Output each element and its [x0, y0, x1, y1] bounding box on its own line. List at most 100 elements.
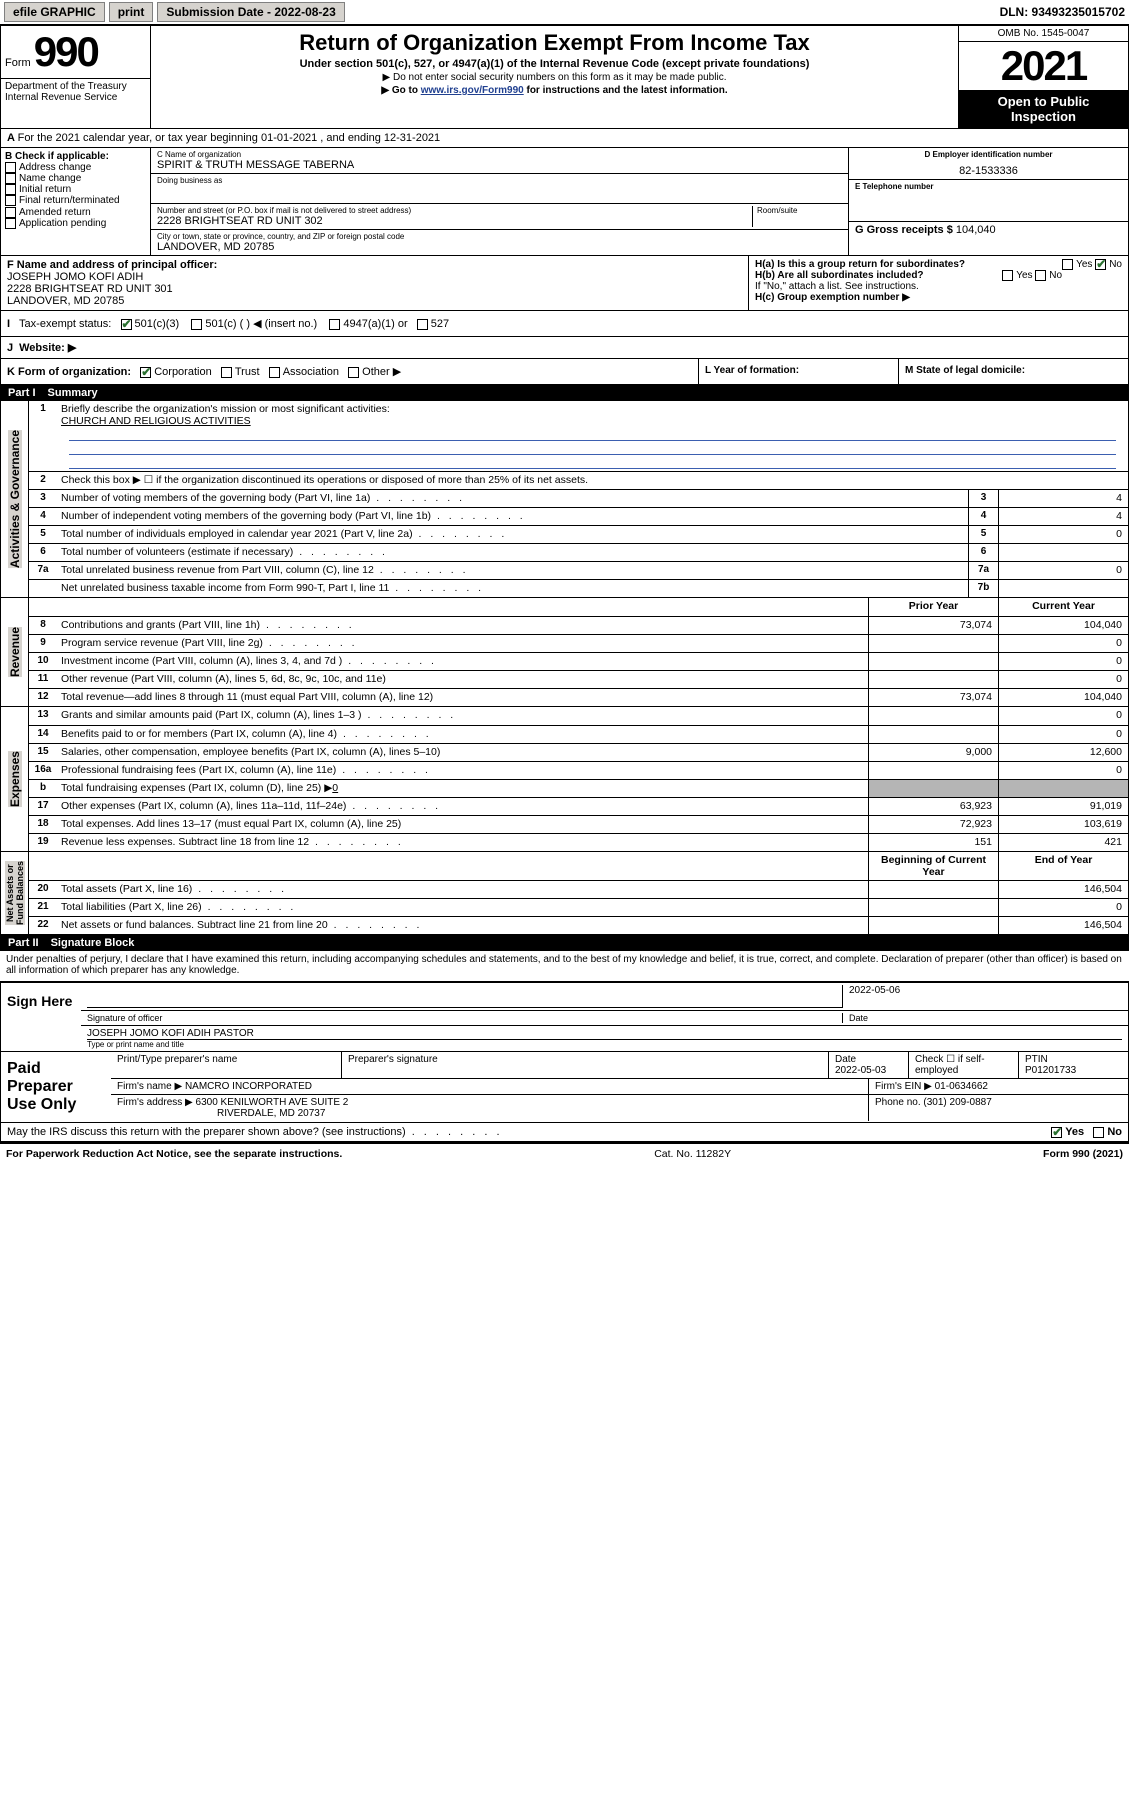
- i-501c[interactable]: [191, 319, 202, 330]
- print-button[interactable]: print: [109, 2, 154, 22]
- hb-yes[interactable]: [1002, 270, 1013, 281]
- sig-date-val: 2022-05-06: [849, 985, 1122, 996]
- l8-curr: 104,040: [998, 617, 1128, 634]
- block-bcde: B Check if applicable: Address change Na…: [1, 148, 1128, 255]
- l7a-text: Total unrelated business revenue from Pa…: [57, 562, 968, 579]
- l7b-text: Net unrelated business taxable income fr…: [57, 580, 968, 597]
- discuss-text: May the IRS discuss this return with the…: [7, 1126, 503, 1138]
- form-title: Return of Organization Exempt From Incom…: [159, 30, 950, 56]
- side-expenses: Expenses: [8, 751, 22, 807]
- sig-name-title: JOSEPH JOMO KOFI ADIH PASTOR: [87, 1028, 1122, 1040]
- f-label: F Name and address of principal officer:: [7, 259, 742, 271]
- dln-label: DLN: 93493235015702: [1000, 5, 1125, 19]
- paid-h5: PTIN: [1025, 1054, 1048, 1065]
- k-corp[interactable]: [140, 367, 151, 378]
- l16a-prior: [868, 762, 998, 779]
- discuss-yes[interactable]: [1051, 1127, 1062, 1138]
- chk-amended[interactable]: Amended return: [5, 207, 146, 218]
- g-gross-label: G Gross receipts $: [855, 224, 953, 236]
- part1-body: Activities & Governance 1 Briefly descri…: [0, 401, 1129, 935]
- sig-officer-label: Signature of officer: [87, 1013, 842, 1023]
- l14-prior: [868, 726, 998, 743]
- l16b-prior: [868, 780, 998, 797]
- klm-row: K Form of organization: Corporation Trus…: [1, 358, 1128, 384]
- f-city: LANDOVER, MD 20785: [7, 295, 742, 307]
- part1-label: Part I: [8, 387, 48, 399]
- irs-link[interactable]: www.irs.gov/Form990: [421, 85, 524, 96]
- efile-label: efile GRAPHIC: [4, 2, 105, 22]
- part1-title: Summary: [48, 387, 98, 399]
- k-label: K Form of organization:: [7, 366, 131, 378]
- l10: Investment income (Part VIII, column (A)…: [57, 653, 868, 670]
- submission-date: Submission Date - 2022-08-23: [157, 2, 344, 22]
- chk-final-return[interactable]: Final return/terminated: [5, 195, 146, 206]
- line-a-text: For the 2021 calendar year, or tax year …: [18, 132, 441, 144]
- l19-prior: 151: [868, 834, 998, 851]
- k-assoc[interactable]: [269, 367, 280, 378]
- l-year-formation: L Year of formation:: [698, 359, 898, 384]
- sig-name-title-label: Type or print name and title: [87, 1040, 1122, 1049]
- part1-header: Part I Summary: [0, 385, 1129, 401]
- ha-no[interactable]: [1095, 259, 1106, 270]
- sub3-post: for instructions and the latest informat…: [524, 85, 728, 96]
- l13-curr: 0: [998, 707, 1128, 725]
- i-4947[interactable]: [329, 319, 340, 330]
- header-sub2: ▶ Do not enter social security numbers o…: [159, 72, 950, 83]
- side-netassets: Net Assets or Fund Balances: [5, 861, 25, 925]
- form-ref: Form 990 (2021): [1043, 1148, 1123, 1160]
- hb-no[interactable]: [1035, 270, 1046, 281]
- header-sub3: ▶ Go to www.irs.gov/Form990 for instruct…: [159, 85, 950, 96]
- hb-note: If "No," attach a list. See instructions…: [755, 281, 1122, 292]
- chk-app-pending[interactable]: Application pending: [5, 218, 146, 229]
- entity-block: A For the 2021 calendar year, or tax yea…: [0, 129, 1129, 385]
- l21-prior: [868, 899, 998, 916]
- firm-ein-lbl: Firm's EIN ▶: [875, 1081, 932, 1092]
- l5-text: Total number of individuals employed in …: [57, 526, 968, 543]
- discuss-no[interactable]: [1093, 1127, 1104, 1138]
- l8-prior: 73,074: [868, 617, 998, 634]
- hc-label: H(c) Group exemption number ▶: [755, 292, 1122, 303]
- paperwork-notice: For Paperwork Reduction Act Notice, see …: [6, 1148, 342, 1160]
- i-527[interactable]: [417, 319, 428, 330]
- l16a: Professional fundraising fees (Part IX, …: [57, 762, 868, 779]
- l20-prior: [868, 881, 998, 898]
- l16b-curr: [998, 780, 1128, 797]
- chk-address-change[interactable]: Address change: [5, 162, 146, 173]
- ha-yes[interactable]: [1062, 259, 1073, 270]
- room-label: Room/suite: [757, 206, 842, 215]
- form-header: Form 990 Department of the Treasury Inte…: [0, 25, 1129, 129]
- l9: Program service revenue (Part VIII, line…: [57, 635, 868, 652]
- form-number: 990: [34, 28, 98, 75]
- addr-label: Number and street (or P.O. box if mail i…: [157, 206, 752, 215]
- l15: Salaries, other compensation, employee b…: [57, 744, 868, 761]
- l11-prior: [868, 671, 998, 688]
- f-h-row: F Name and address of principal officer:…: [1, 255, 1128, 310]
- phone-lbl: Phone no.: [875, 1097, 921, 1108]
- l4-val: 4: [998, 508, 1128, 525]
- i-tax-exempt: I Tax-exempt status: 501(c)(3) 501(c) ( …: [1, 311, 1128, 336]
- l9-curr: 0: [998, 635, 1128, 652]
- chk-initial-return[interactable]: Initial return: [5, 184, 146, 195]
- l16a-curr: 0: [998, 762, 1128, 779]
- k-form-org: K Form of organization: Corporation Trus…: [1, 359, 698, 384]
- topbar: efile GRAPHIC print Submission Date - 20…: [0, 0, 1129, 25]
- l6-val: [998, 544, 1128, 561]
- l14: Benefits paid to or for members (Part IX…: [57, 726, 868, 743]
- i-501c3[interactable]: [121, 319, 132, 330]
- sig-date-label: Date: [842, 1013, 1122, 1023]
- firm-addr-lbl: Firm's address ▶: [117, 1097, 193, 1108]
- l12-curr: 104,040: [998, 689, 1128, 706]
- col-b-checkboxes: B Check if applicable: Address change Na…: [1, 148, 151, 255]
- hb-label: H(b) Are all subordinates included?: [755, 270, 924, 281]
- l11-curr: 0: [998, 671, 1128, 688]
- k-other[interactable]: [348, 367, 359, 378]
- paid-date: 2022-05-03: [835, 1065, 886, 1076]
- part2-label: Part II: [8, 937, 51, 949]
- line-a-taxyear: A For the 2021 calendar year, or tax yea…: [1, 129, 1128, 148]
- firm-name-lbl: Firm's name ▶: [117, 1081, 182, 1092]
- org-address: 2228 BRIGHTSEAT RD UNIT 302: [157, 215, 752, 227]
- chk-name-change[interactable]: Name change: [5, 173, 146, 184]
- l16b: Total fundraising expenses (Part IX, col…: [57, 780, 868, 797]
- l13: Grants and similar amounts paid (Part IX…: [57, 707, 868, 725]
- k-trust[interactable]: [221, 367, 232, 378]
